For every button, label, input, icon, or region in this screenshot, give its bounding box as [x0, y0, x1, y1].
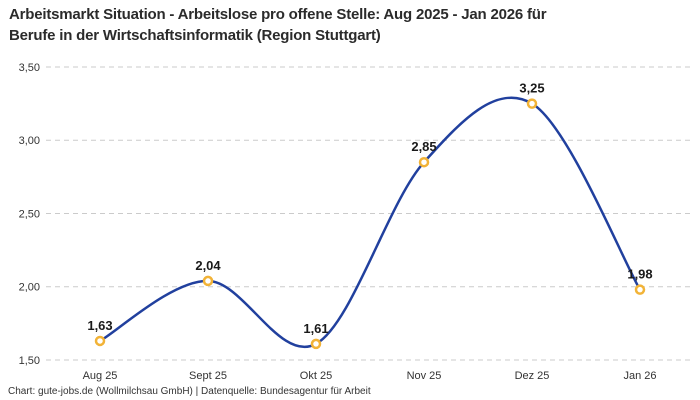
chart-title: Arbeitsmarkt Situation - Arbeitslose pro…	[9, 4, 669, 46]
chart-credit: Chart: gute-jobs.de (Wollmilchsau GmbH) …	[8, 386, 371, 397]
data-point-label: 3,25	[519, 81, 544, 96]
data-point-label: 2,04	[195, 258, 221, 273]
data-point-label: 1,63	[87, 318, 112, 333]
y-tick-label: 3,50	[19, 62, 40, 74]
data-point-label: 2,85	[411, 139, 436, 154]
data-point-marker	[418, 156, 430, 168]
data-point-marker	[634, 284, 646, 295]
x-tick-label: Nov 25	[407, 370, 442, 382]
y-tick-label: 3,00	[19, 135, 40, 147]
x-tick-label: Dez 25	[515, 370, 550, 382]
data-point-label: 1,61	[303, 321, 328, 336]
chart-title-line1: Arbeitsmarkt Situation - Arbeitslose pro…	[9, 6, 547, 23]
data-point-marker	[526, 98, 538, 109]
data-point-marker	[310, 338, 322, 350]
x-tick-label: Okt 25	[300, 370, 332, 382]
data-point-marker	[202, 275, 214, 287]
series-line	[98, 96, 642, 348]
x-tick-label: Aug 25	[83, 370, 118, 382]
x-tick-label: Jan 26	[623, 370, 656, 382]
data-point-label: 1,98	[627, 267, 652, 282]
y-tick-label: 2,50	[19, 208, 40, 220]
y-tick-label: 1,50	[19, 355, 40, 367]
y-tick-label: 2,00	[19, 282, 40, 294]
chart-title-line2: Berufe in der Wirtschaftsinformatik (Reg…	[9, 27, 381, 44]
data-point-marker	[94, 335, 106, 347]
x-tick-label: Sept 25	[189, 370, 227, 382]
